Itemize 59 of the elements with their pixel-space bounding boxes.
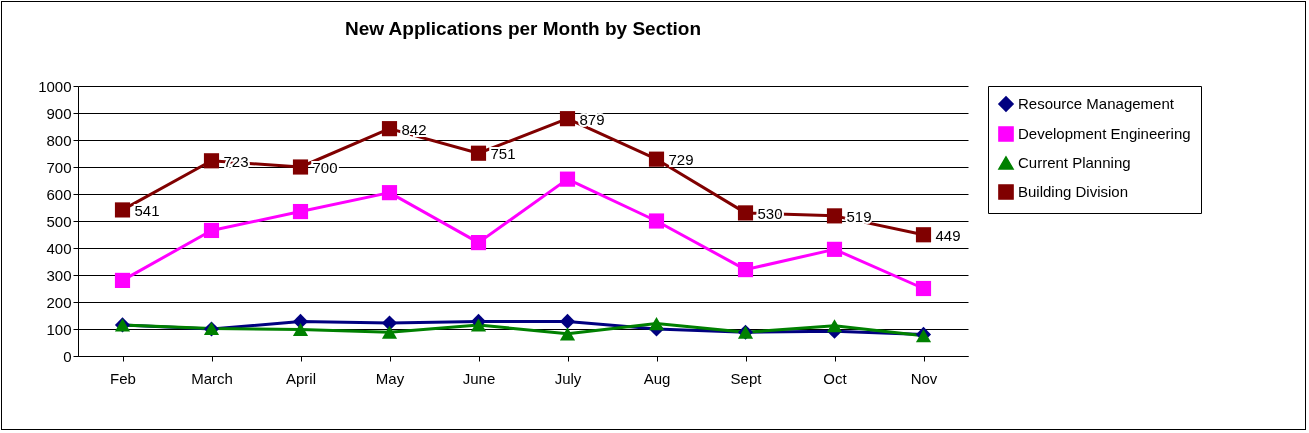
point bbox=[648, 317, 665, 331]
point bbox=[648, 151, 665, 167]
point bbox=[203, 153, 220, 169]
data-label: 449 bbox=[935, 226, 961, 244]
point bbox=[915, 227, 932, 243]
x-tick-label: April bbox=[285, 369, 317, 387]
y-tick-label: 0 bbox=[63, 347, 72, 365]
y-tick-label: 200 bbox=[46, 293, 72, 311]
y-tick-label: 900 bbox=[46, 104, 72, 122]
y-tick-label: 600 bbox=[46, 185, 72, 203]
point bbox=[470, 145, 487, 161]
point bbox=[114, 272, 131, 288]
point bbox=[559, 111, 576, 127]
x-tick-label: Oct bbox=[823, 369, 848, 387]
x-tick-label: July bbox=[554, 369, 582, 387]
legend-label: Building Division bbox=[1018, 183, 1129, 200]
y-tick-label: 1000 bbox=[38, 77, 72, 95]
x-tick-label: Aug bbox=[643, 369, 671, 387]
point bbox=[381, 325, 398, 339]
point bbox=[203, 222, 220, 239]
y-tick-label: 100 bbox=[46, 320, 72, 338]
y-tick-label: 300 bbox=[46, 266, 72, 284]
point bbox=[737, 205, 754, 221]
point bbox=[648, 213, 665, 229]
point bbox=[826, 208, 843, 224]
point bbox=[470, 235, 487, 251]
x-tick-label: March bbox=[191, 369, 233, 387]
point bbox=[559, 171, 576, 187]
x-tick-label: June bbox=[462, 369, 496, 387]
data-label: 541 bbox=[134, 201, 160, 219]
point bbox=[559, 313, 576, 330]
point bbox=[381, 121, 398, 137]
x-tick-label: May bbox=[375, 369, 405, 387]
data-label: 879 bbox=[579, 110, 605, 128]
point bbox=[292, 159, 309, 175]
x-tick-label: Nov bbox=[910, 369, 938, 387]
data-label: 751 bbox=[490, 145, 516, 163]
x-tick-label: Feb bbox=[110, 369, 136, 387]
y-tick-label: 800 bbox=[46, 131, 72, 149]
point bbox=[292, 322, 309, 337]
data-label: 842 bbox=[401, 120, 427, 138]
point bbox=[559, 327, 576, 341]
legend-label: Resource Management bbox=[1018, 95, 1175, 112]
x-tick-label: Sept bbox=[730, 369, 763, 387]
point bbox=[826, 319, 843, 333]
point bbox=[737, 262, 754, 278]
legend-label: Development Engineering bbox=[1018, 125, 1191, 142]
legend-label: Current Planning bbox=[1018, 154, 1131, 171]
point bbox=[470, 318, 487, 332]
point bbox=[915, 280, 932, 297]
point bbox=[381, 185, 398, 201]
data-label: 729 bbox=[668, 151, 694, 169]
y-tick-label: 500 bbox=[46, 212, 72, 230]
point bbox=[826, 241, 843, 257]
y-tick-label: 400 bbox=[46, 239, 72, 257]
point bbox=[114, 202, 131, 218]
chart-title: New Applications per Month by Section bbox=[344, 18, 702, 39]
y-tick-label: 700 bbox=[46, 158, 72, 176]
point bbox=[292, 203, 309, 220]
